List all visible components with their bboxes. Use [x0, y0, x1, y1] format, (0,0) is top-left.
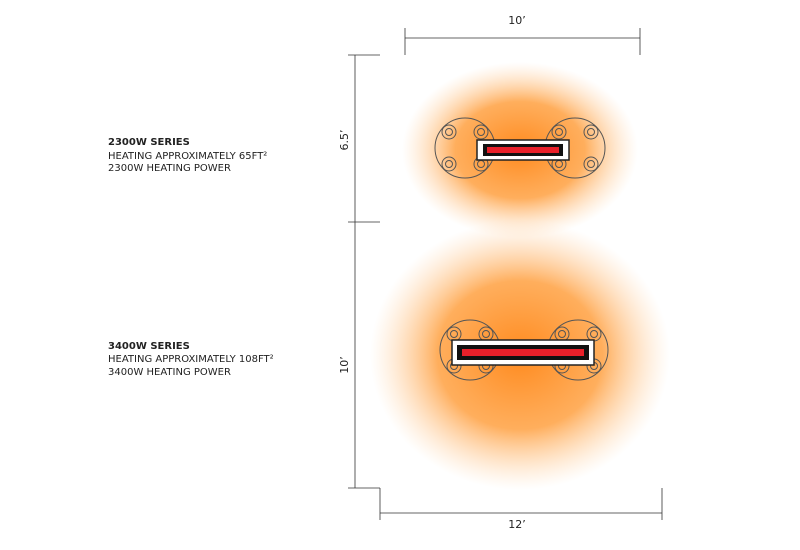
dim-lower: 10’	[338, 356, 351, 374]
series-coverage: HEATING APPROXIMATELY 108FT²	[108, 354, 274, 365]
dimension-lines	[348, 28, 663, 520]
tables-small	[434, 117, 606, 179]
series-title: 3400W SERIES	[108, 341, 190, 352]
dim-top: 10’	[508, 14, 526, 27]
dim-bottom: 12’	[508, 518, 526, 531]
series-power: 3400W HEATING POWER	[108, 367, 231, 378]
series-title: 2300W SERIES	[108, 137, 190, 148]
series-coverage: HEATING APPROXIMATELY 65FT²	[108, 151, 267, 162]
series-power: 2300W HEATING POWER	[108, 163, 231, 174]
dim-upper: 6.5’	[338, 130, 351, 151]
tables-large	[439, 319, 609, 381]
